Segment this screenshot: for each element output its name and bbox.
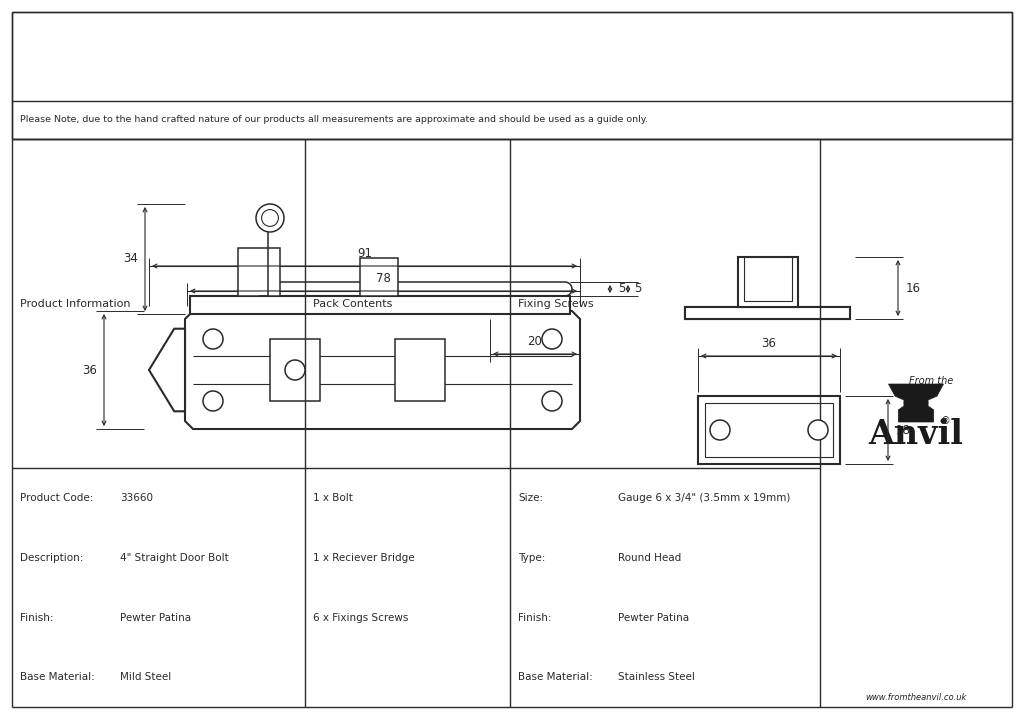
Text: Pewter Patina: Pewter Patina [120,613,191,623]
Bar [12,12,1012,139]
Text: Mild Steel: Mild Steel [120,672,171,682]
Circle shape [285,360,305,380]
Text: Base Material:: Base Material: [518,672,593,682]
Circle shape [542,329,562,349]
Circle shape [203,329,223,349]
Circle shape [808,420,828,440]
Text: Gauge 6 x 3/4" (3.5mm x 19mm): Gauge 6 x 3/4" (3.5mm x 19mm) [618,493,791,503]
Text: Anvil: Anvil [868,418,964,452]
Text: Please Note, due to the hand crafted nature of our products all measurements are: Please Note, due to the hand crafted nat… [20,116,648,124]
Text: 1 x Bolt: 1 x Bolt [313,493,353,503]
Bar [395,339,445,401]
Text: 33660: 33660 [120,493,153,503]
Text: Finish:: Finish: [20,613,53,623]
Polygon shape [150,329,185,411]
Text: ®: ® [941,416,951,426]
Text: 4" Straight Door Bolt: 4" Straight Door Bolt [120,553,228,563]
Text: 1 x Reciever Bridge: 1 x Reciever Bridge [313,553,415,563]
Circle shape [256,204,284,232]
Text: Round Head: Round Head [618,553,681,563]
Polygon shape [185,311,580,429]
Text: Pack Contents: Pack Contents [313,298,392,308]
Text: 5: 5 [618,283,626,296]
Text: Base Material:: Base Material: [20,672,95,682]
Text: Product Information: Product Information [20,298,130,308]
Text: 78: 78 [376,272,391,285]
Polygon shape [889,384,943,422]
Bar [743,257,792,301]
Text: 36: 36 [762,337,776,350]
Text: Stainless Steel: Stainless Steel [618,672,695,682]
Circle shape [710,420,730,440]
Bar [238,248,280,296]
Text: 6 x Fixings Screws: 6 x Fixings Screws [313,613,409,623]
Text: 18: 18 [896,423,911,436]
Text: 16: 16 [906,282,921,295]
Text: From the: From the [909,376,953,386]
Text: Description:: Description: [20,553,83,563]
Circle shape [261,210,279,226]
Bar [698,396,840,464]
Text: Type:: Type: [518,553,546,563]
Bar [685,307,850,319]
Text: Size:: Size: [518,493,543,503]
Bar [685,307,850,319]
Bar [705,403,833,457]
Text: 34: 34 [123,252,138,265]
Text: Product Code:: Product Code: [20,493,93,503]
Text: 5: 5 [634,283,641,296]
Text: 91: 91 [357,247,372,260]
Circle shape [542,391,562,411]
Bar [360,258,398,296]
Text: Finish:: Finish: [518,613,552,623]
Text: www.fromtheanvil.co.uk: www.fromtheanvil.co.uk [865,692,967,702]
Text: 20: 20 [527,335,543,348]
Bar [737,257,798,307]
Bar [270,339,319,401]
Text: Fixing Screws: Fixing Screws [518,298,594,308]
Text: 36: 36 [82,364,97,377]
Text: Pewter Patina: Pewter Patina [618,613,689,623]
Circle shape [203,391,223,411]
Bar [190,296,570,314]
